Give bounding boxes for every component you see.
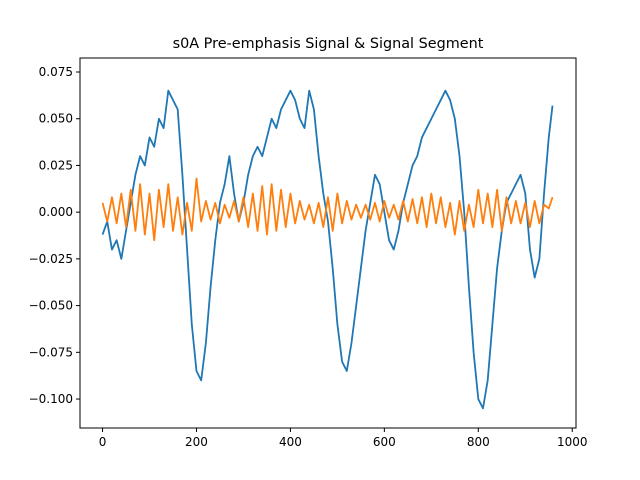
plot-frame <box>79 57 577 429</box>
series-line-1 <box>101 89 554 410</box>
y-tick-label: −0.025 <box>29 252 73 266</box>
series-layer <box>101 89 554 410</box>
x-tick-label: 0 <box>99 435 107 449</box>
y-tick-label: −0.075 <box>29 345 73 359</box>
x-axis: 0 200 400 600 800 1000 <box>99 428 588 449</box>
x-tick-label: 800 <box>467 435 490 449</box>
x-tick-label: 200 <box>185 435 208 449</box>
y-tick-label: 0.075 <box>39 65 73 79</box>
series-line-2 <box>101 177 554 242</box>
y-tick-label: 0.000 <box>39 205 73 219</box>
chart-title: s0A Pre-emphasis Signal & Signal Segment <box>173 36 484 52</box>
x-tick-label: 600 <box>373 435 396 449</box>
x-tick-label: 400 <box>279 435 302 449</box>
x-tick-label: 1000 <box>557 435 588 449</box>
y-tick-label: 0.025 <box>39 158 73 172</box>
y-tick-label: −0.050 <box>29 299 73 313</box>
y-tick-label: −0.100 <box>29 392 73 406</box>
y-axis: −0.100 −0.075 −0.050 −0.025 0.000 0.025 0.050 0… <box>29 65 80 406</box>
y-tick-label: 0.050 <box>39 112 73 126</box>
